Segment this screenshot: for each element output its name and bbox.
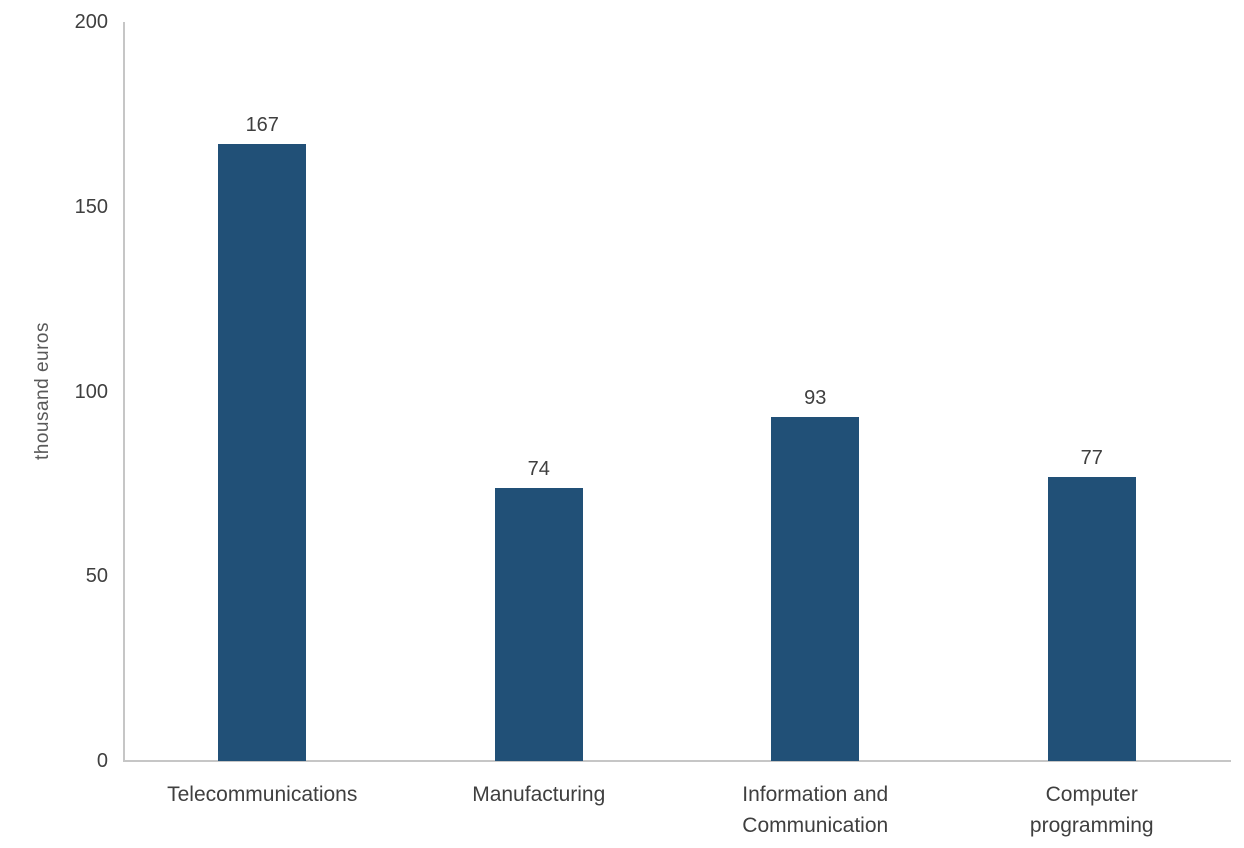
x-axis-line — [123, 760, 1231, 762]
bar-slot: 93 — [677, 22, 954, 761]
x-category-label: Telecommunications — [167, 783, 358, 806]
bar-slot: 74 — [401, 22, 678, 761]
y-tick-label: 50 — [85, 565, 108, 588]
y-tick-label: 200 — [74, 11, 108, 33]
plot-area: 167 74 93 77 — [124, 22, 1230, 761]
bar-value-label: 74 — [527, 457, 550, 480]
bar-telecommunications — [218, 143, 307, 761]
bar-information-and-communication — [771, 417, 860, 761]
x-category-label: Manufacturing — [472, 783, 606, 806]
bar-slot: 167 — [124, 22, 401, 761]
y-tick-label: 150 — [74, 195, 108, 218]
y-tick-label: 100 — [74, 380, 108, 403]
y-axis-tick-labels: 0 50 100 150 200 — [0, 11, 108, 772]
x-category-label: Information and Communication — [742, 783, 889, 837]
y-tick-label: 0 — [96, 750, 108, 772]
bar-value-label: 93 — [804, 387, 827, 410]
bar-slot: 77 — [954, 22, 1231, 761]
y-axis-line — [123, 22, 125, 761]
bar-manufacturing — [494, 487, 583, 761]
bar-value-label: 167 — [245, 113, 279, 136]
bar-value-label: 77 — [1080, 446, 1103, 469]
bar-computer-programming — [1047, 476, 1136, 761]
x-category-label: Computer programming — [1029, 783, 1154, 837]
x-axis-category-labels: Telecommunications Manufacturing Informati… — [124, 779, 1230, 841]
